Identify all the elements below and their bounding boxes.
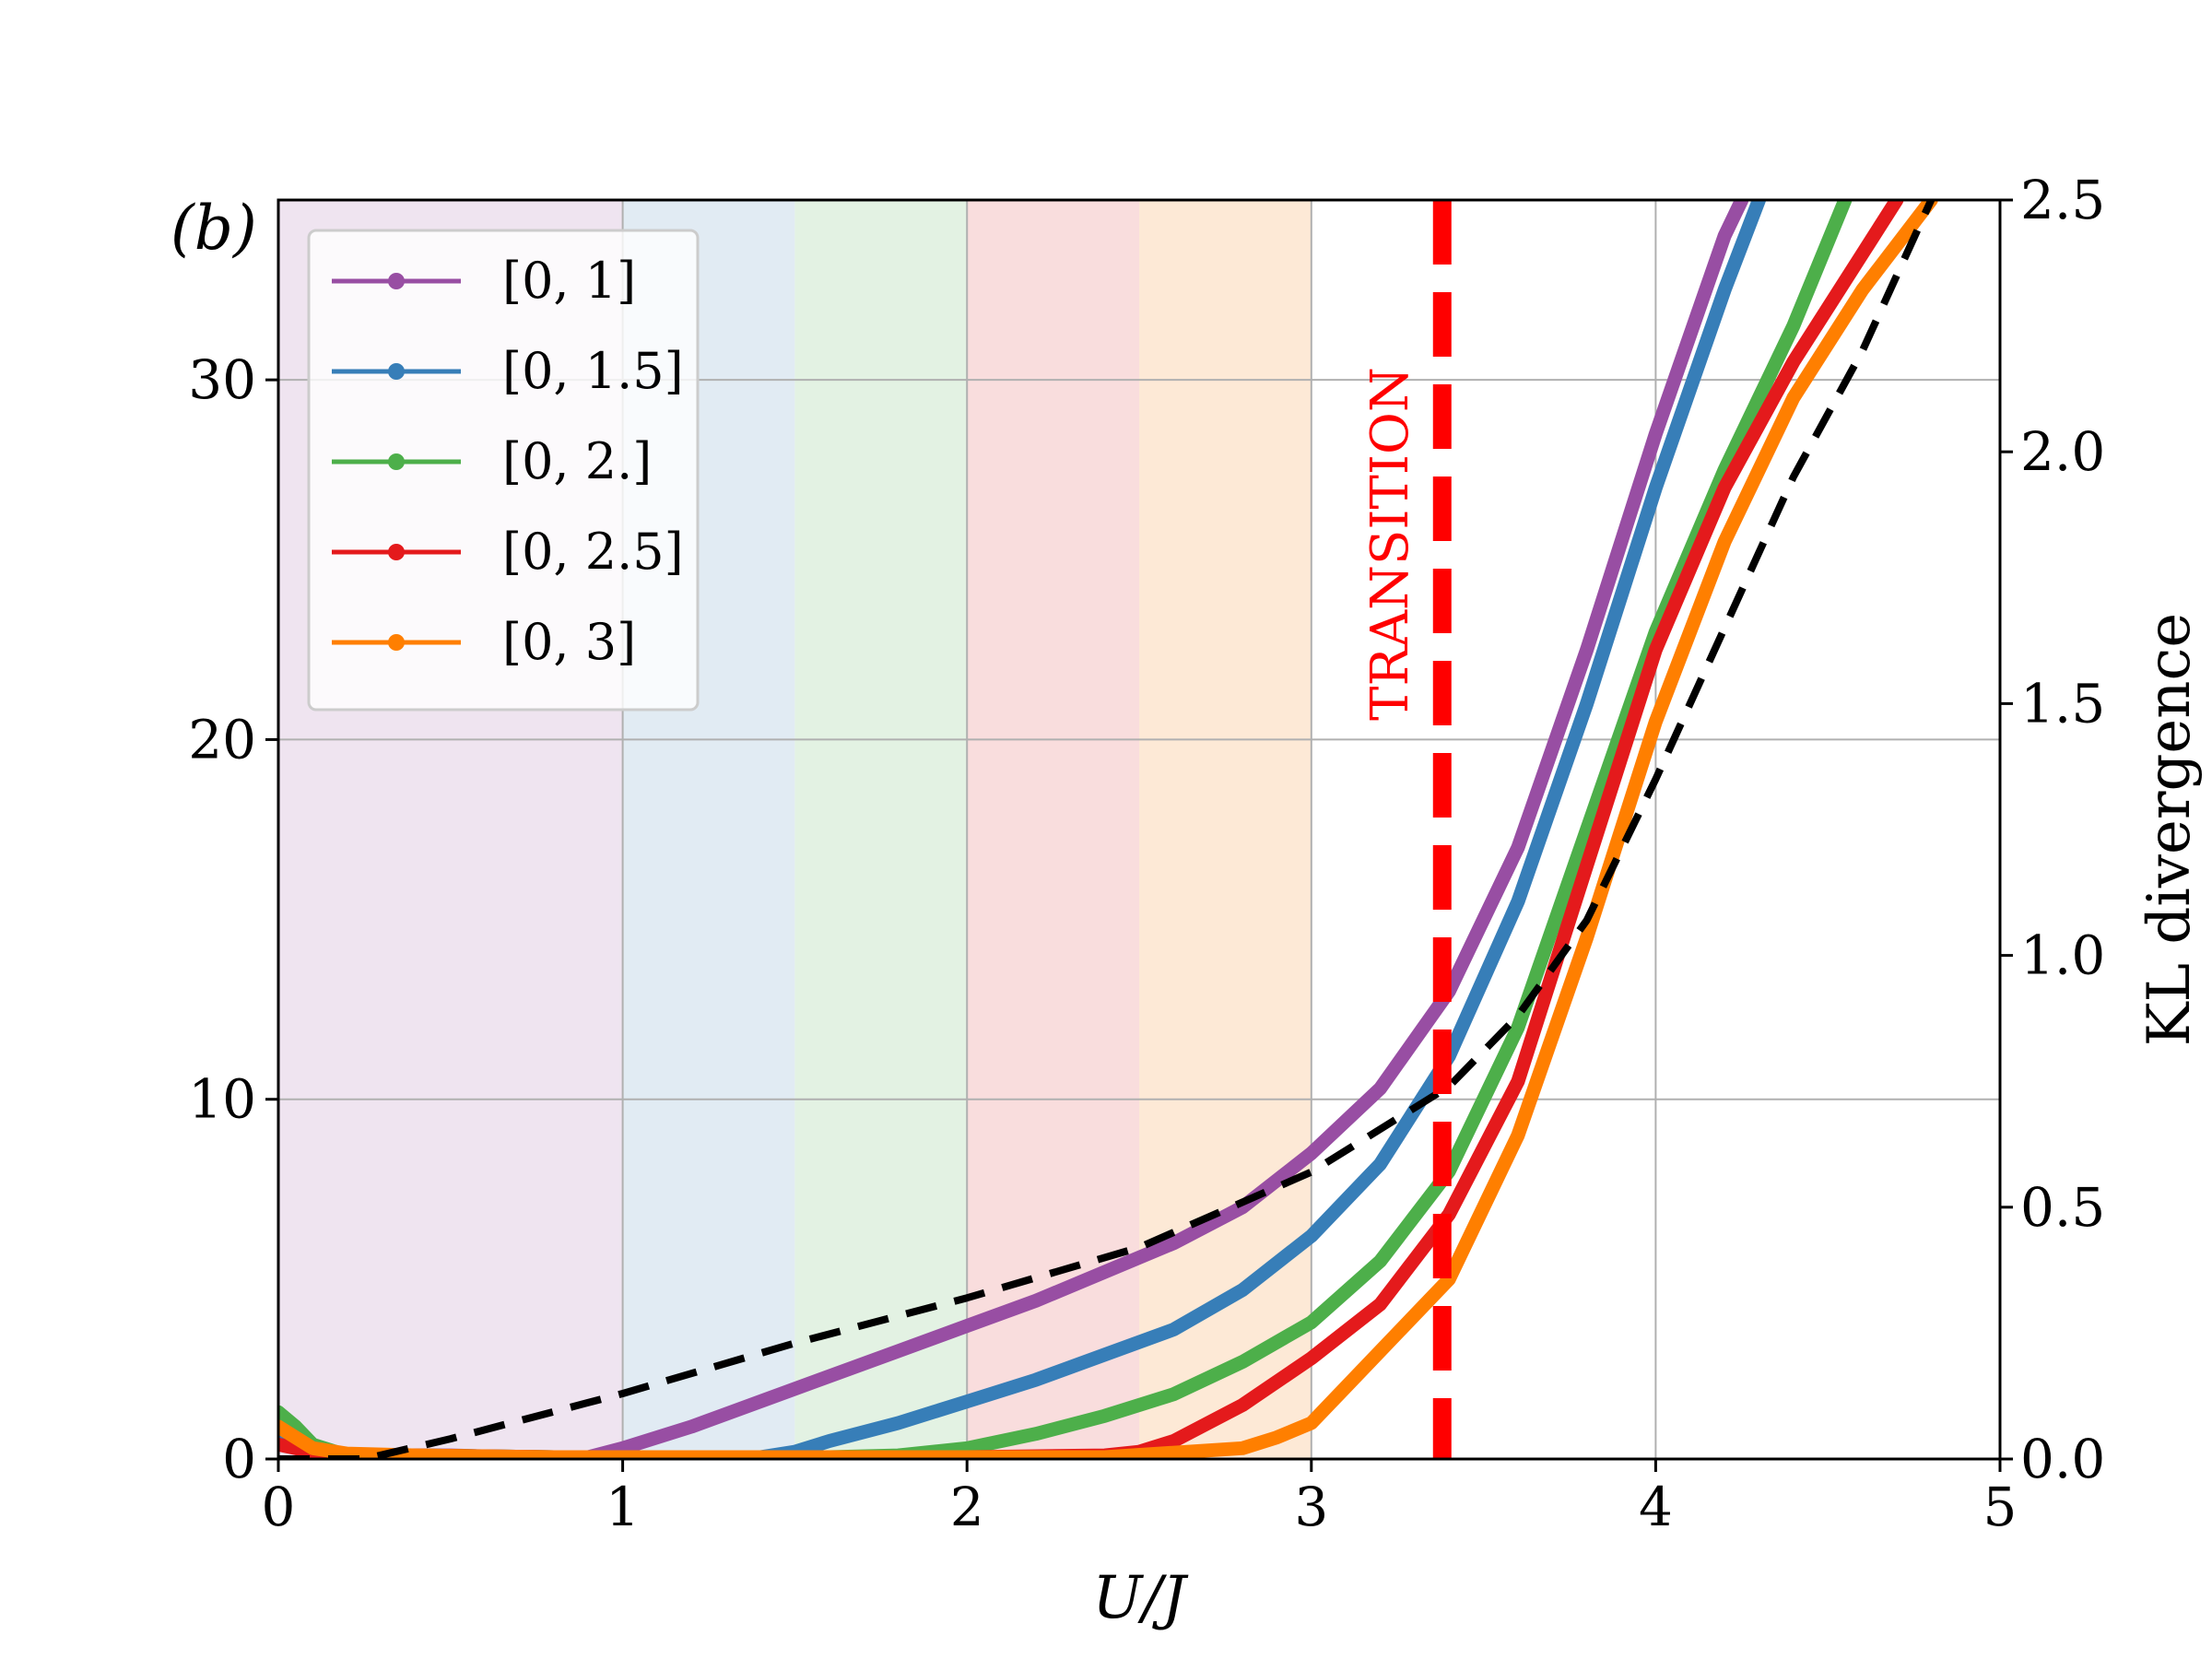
series-lines	[278, 200, 1938, 1459]
legend-label-0: [0, 1]	[502, 252, 636, 310]
ticks: 0 1 2 3 4 5 0 10 20 30 0.0 0.5 1.0 1.5 2.0 2.5	[188, 169, 2105, 1538]
legend-marker-2	[388, 453, 405, 470]
legend-marker-0	[388, 273, 405, 289]
right-y-tick-label: 1.5	[2020, 672, 2105, 735]
x-tick-label: 4	[1639, 1476, 1673, 1538]
y-tick-label: 20	[188, 708, 256, 771]
x-tick-label: 0	[262, 1476, 296, 1538]
legend-marker-1	[388, 363, 405, 380]
right-y-tick-label: 0.5	[2020, 1176, 2105, 1239]
kl-divergence-line	[278, 200, 1935, 1459]
legend-marker-4	[388, 634, 405, 651]
x-tick-label: 1	[606, 1476, 640, 1538]
shaded-band-3	[967, 200, 1139, 1459]
x-tick-label: 2	[950, 1476, 984, 1538]
y-tick-label: 10	[188, 1068, 256, 1131]
y-tick-label: 30	[188, 348, 256, 411]
right-y-tick-label: 1.0	[2020, 924, 2105, 987]
legend-label-3: [0, 2.5]	[502, 523, 684, 581]
right-y-tick-label: 2.5	[2020, 169, 2105, 231]
shaded-band-4	[1139, 200, 1312, 1459]
plot-frame	[276, 198, 2002, 1461]
legend-label-4: [0, 3]	[502, 613, 636, 671]
right-y-axis-label: KL divergence	[2136, 613, 2204, 1047]
transition-label: TRANSITION	[1360, 367, 1420, 721]
panel-label: (b)	[171, 193, 257, 264]
x-tick-label: 5	[1983, 1476, 2018, 1538]
shaded-band-2	[794, 200, 968, 1459]
legend-marker-3	[388, 544, 405, 560]
y-tick-label: 0	[222, 1428, 256, 1490]
legend-box	[307, 229, 700, 712]
right-y-tick-label: 2.0	[2020, 420, 2105, 483]
x-axis-label: U/J	[1092, 1564, 1189, 1632]
right-y-tick-label: 0.0	[2020, 1428, 2105, 1490]
legend-label-1: [0, 1.5]	[502, 342, 684, 400]
axes	[276, 198, 2002, 1461]
legend-label-2: [0, 2.]	[502, 432, 652, 490]
legend: [0, 1] [0, 1.5] [0, 2.] [0, 2.5] [0, 3]	[307, 229, 700, 712]
x-tick-label: 3	[1294, 1476, 1328, 1538]
